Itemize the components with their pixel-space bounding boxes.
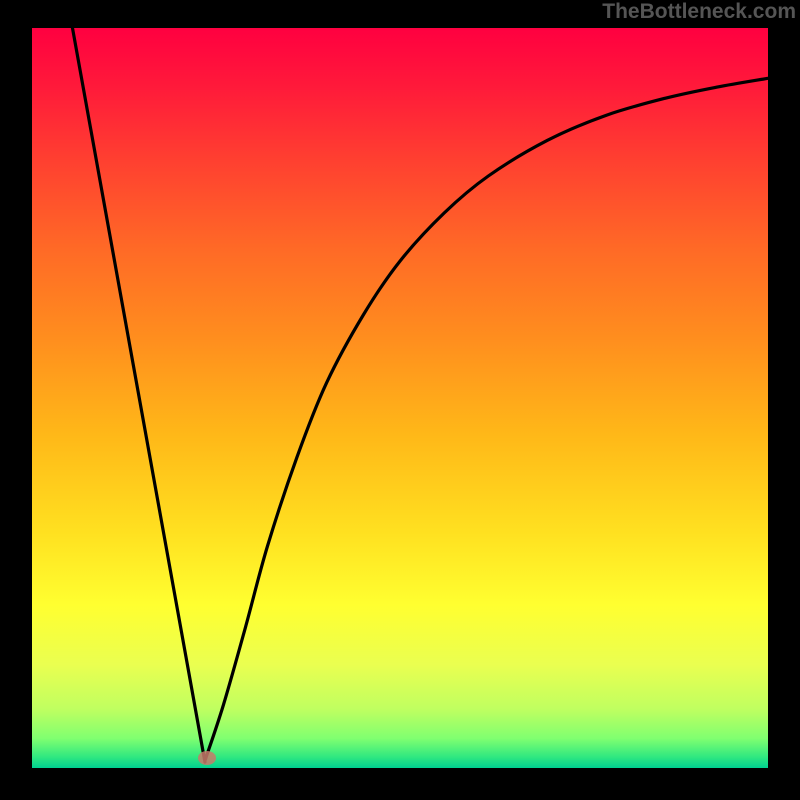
- curve-svg: [32, 28, 768, 768]
- minimum-marker: [198, 751, 216, 765]
- bottleneck-curve: [72, 28, 768, 762]
- watermark-text: TheBottleneck.com: [602, 0, 796, 24]
- plot-area: [32, 28, 768, 768]
